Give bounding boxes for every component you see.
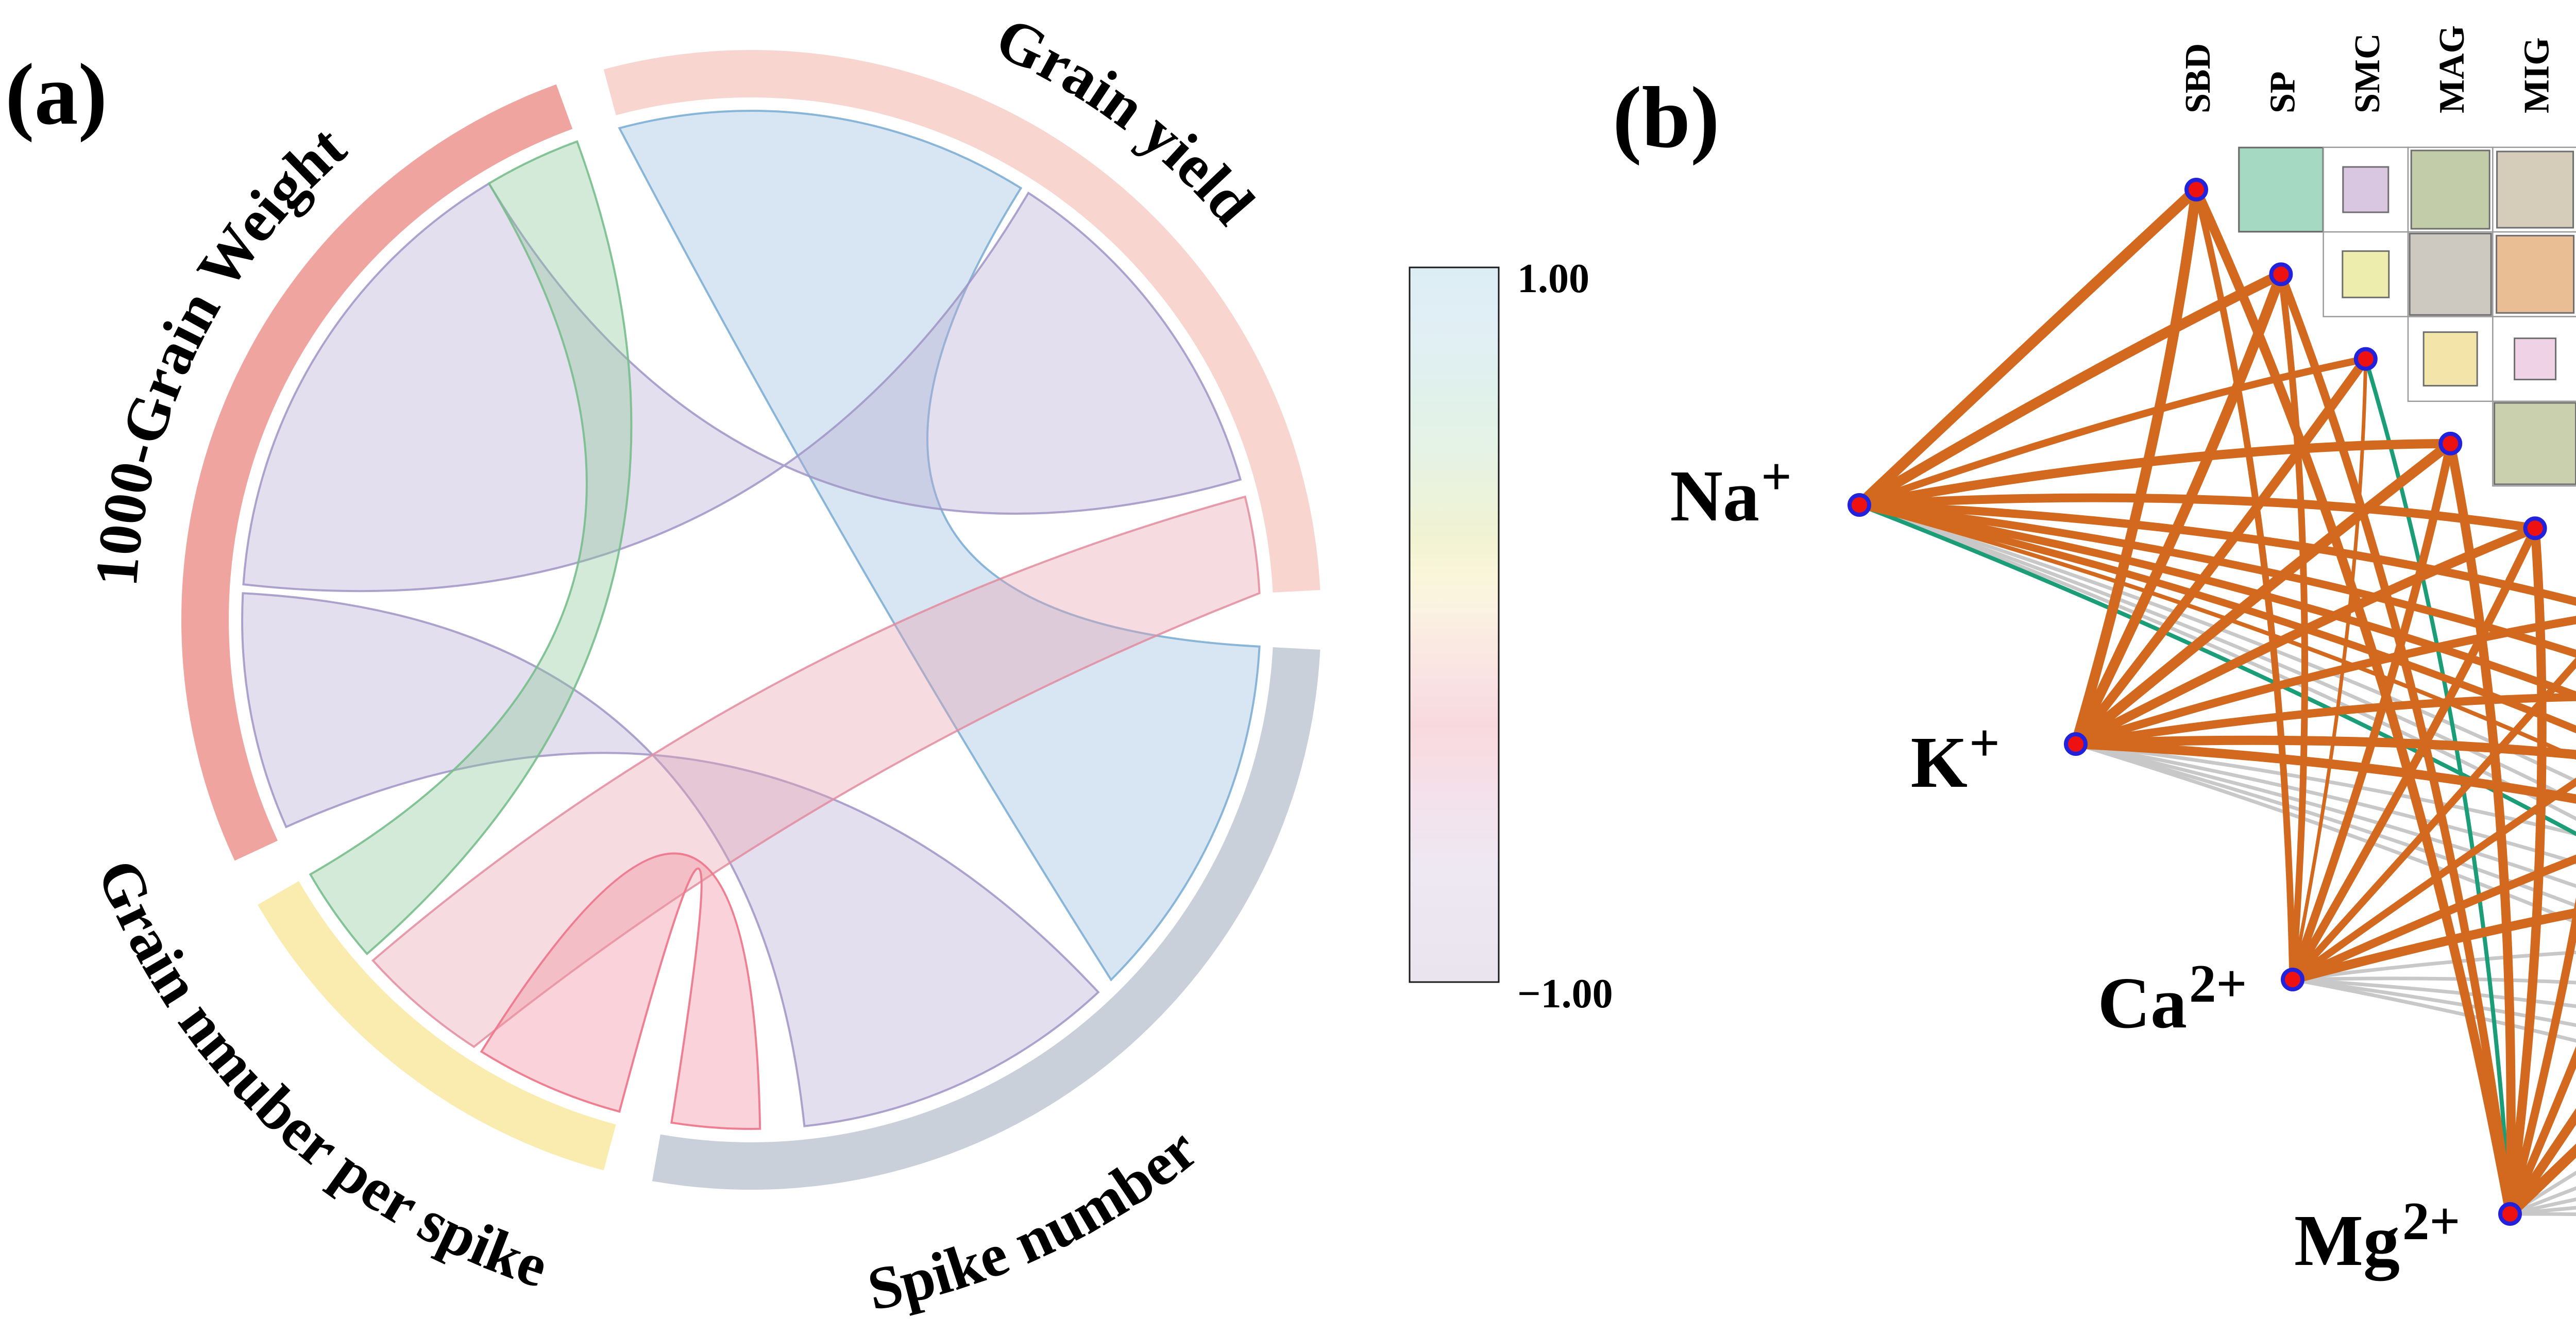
svg-text:(b): (b) (1613, 69, 1720, 166)
svg-text:MAG: MAG (2432, 25, 2472, 113)
svg-text:K: K (1911, 721, 1968, 803)
svg-text:Ca: Ca (2097, 962, 2187, 1043)
svg-text:1.00: 1.00 (1517, 256, 1589, 301)
svg-text:SMC: SMC (2348, 33, 2387, 113)
svg-text:SBD: SBD (2178, 43, 2218, 113)
svg-text:(a): (a) (5, 46, 107, 143)
svg-text:+: + (1969, 713, 2000, 773)
svg-text:+: + (1761, 446, 1792, 506)
svg-text:−1.00: −1.00 (1517, 971, 1613, 1017)
svg-text:2+: 2+ (2402, 1191, 2460, 1251)
svg-text:Mg: Mg (2294, 1200, 2400, 1281)
svg-text:SP: SP (2263, 71, 2302, 113)
svg-text:Na: Na (1670, 455, 1759, 536)
svg-text:MIG: MIG (2517, 37, 2557, 113)
svg-text:2+: 2+ (2189, 953, 2247, 1014)
